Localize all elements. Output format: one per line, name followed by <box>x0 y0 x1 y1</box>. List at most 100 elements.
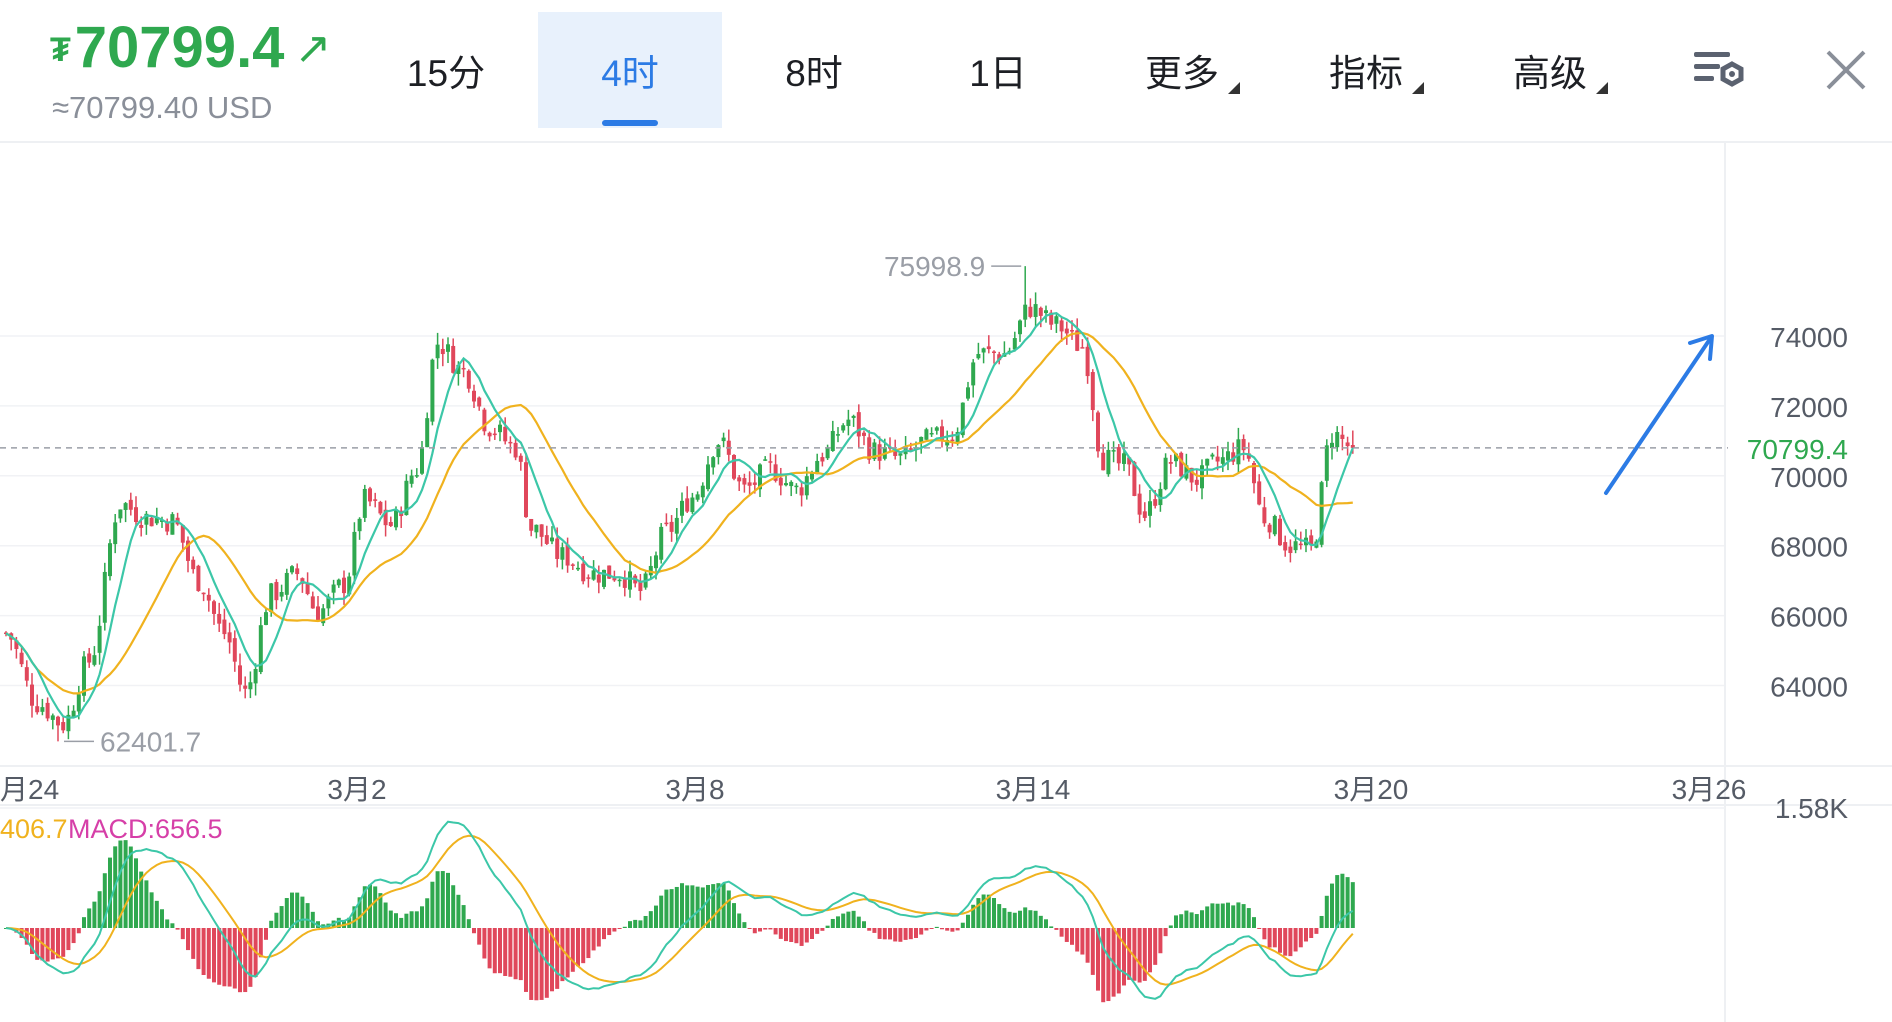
candle-body <box>269 583 274 613</box>
candle-body <box>1168 462 1173 464</box>
macd-histogram-bar <box>986 894 991 928</box>
macd-histogram-bar <box>924 928 929 931</box>
candle-body <box>1210 454 1215 457</box>
macd-histogram-bar <box>144 880 149 928</box>
macd-histogram-bar <box>102 873 107 928</box>
macd-histogram-bar <box>971 904 976 928</box>
macd-histogram-bar <box>19 928 24 938</box>
macd-histogram-bar <box>222 928 227 987</box>
macd-histogram-bar <box>513 928 518 980</box>
macd-histogram-bar <box>685 885 690 928</box>
macd-histogram-bar <box>191 928 196 959</box>
date-tick-label: 3月8 <box>665 774 724 805</box>
candle-body <box>1226 451 1230 461</box>
candle-body <box>1309 535 1314 545</box>
macd-histogram-bar <box>461 905 466 928</box>
macd-histogram-bar <box>877 928 882 939</box>
candle-body <box>503 426 508 442</box>
candle-body <box>1288 546 1293 554</box>
tab-advanced[interactable]: 高级 <box>1458 12 1642 128</box>
macd-histogram-bar <box>763 928 768 930</box>
candle-body <box>180 525 185 543</box>
macd-histogram-bar <box>919 928 924 935</box>
candle-body <box>35 706 40 713</box>
chart-settings-button[interactable] <box>1688 40 1748 100</box>
candle-body <box>56 716 60 726</box>
candle-body <box>50 715 55 720</box>
macd-histogram-bar <box>420 906 424 928</box>
macd-histogram-bar <box>576 928 580 967</box>
macd-histogram-bar <box>440 871 445 928</box>
macd-histogram-bar <box>690 885 695 928</box>
candle-body <box>1148 501 1152 516</box>
macd-histogram-bar <box>1101 928 1106 1003</box>
macd-histogram-bar <box>472 928 476 934</box>
macd-histogram-bar <box>1018 910 1022 928</box>
candle-body <box>721 437 726 442</box>
macd-histogram-bar <box>139 871 144 928</box>
macd-histogram-bar <box>1304 928 1308 942</box>
macd-histogram-bar <box>1298 928 1303 948</box>
candle-body <box>737 477 742 482</box>
candle-body <box>711 457 716 468</box>
macd-histogram-bar <box>867 928 872 931</box>
close-button[interactable] <box>1816 40 1876 100</box>
macd-histogram-bar <box>581 928 586 964</box>
macd-histogram-bar <box>76 928 81 934</box>
macd-histogram-bar <box>934 926 939 928</box>
candle-body <box>40 707 45 712</box>
candle-body <box>622 579 627 588</box>
candle-body <box>1324 445 1329 481</box>
candle-body <box>498 424 502 433</box>
macd-histogram-bar <box>518 928 523 981</box>
macd-histogram-bar <box>35 928 40 960</box>
macd-histogram-bar <box>524 928 528 992</box>
macd-dea-line <box>5 834 1354 986</box>
candle-body <box>487 432 492 437</box>
macd-histogram-bar <box>154 900 159 928</box>
macd-histogram-bar <box>305 903 310 928</box>
macd-histogram-bar <box>118 840 123 928</box>
tab-4h[interactable]: 4时 <box>538 12 722 128</box>
macd-histogram-bar <box>492 928 497 974</box>
candle-body <box>451 345 456 373</box>
macd-histogram-bar <box>1215 903 1220 928</box>
candle-body <box>238 665 242 685</box>
macd-histogram-bar <box>1200 910 1204 928</box>
macd-histogram-bar <box>1044 919 1048 928</box>
tab-1d[interactable]: 1日 <box>906 12 1090 128</box>
candle-body <box>1085 346 1090 377</box>
tab-15m[interactable]: 15分 <box>354 12 538 128</box>
tab-label: 4时 <box>601 53 659 94</box>
candle-body <box>1059 320 1064 332</box>
candle-body <box>1330 442 1334 449</box>
candle-body <box>971 362 976 386</box>
macd-histogram-bar <box>394 913 398 928</box>
candle-body <box>414 475 419 477</box>
tab-8h[interactable]: 8时 <box>722 12 906 128</box>
candle-body <box>950 439 955 442</box>
macd-histogram-bar <box>664 889 669 928</box>
tab-more[interactable]: 更多 <box>1090 12 1274 128</box>
price-tick-label: 74000 <box>1770 322 1848 353</box>
macd-tick-label: 1.58K <box>1775 793 1848 824</box>
candle-body <box>794 485 799 488</box>
candle-body <box>1080 347 1085 349</box>
candle-body <box>409 475 414 484</box>
candle-body <box>30 684 34 706</box>
price-chart[interactable]: 64000 66000 68000 72000 74000 70000 月24 3月2 3月8 3… <box>0 143 1892 1022</box>
candle-body <box>841 425 846 431</box>
candle-body <box>1064 328 1069 334</box>
candle-body <box>92 655 97 665</box>
macd-histogram-bar <box>352 906 357 928</box>
candle-body <box>472 390 476 402</box>
macd-histogram-bar <box>1293 928 1298 952</box>
macd-histogram-bar <box>1148 928 1152 973</box>
macd-histogram-bar <box>279 906 284 928</box>
candle-body <box>830 430 835 451</box>
candle-body <box>550 537 554 542</box>
candle-body <box>383 509 388 526</box>
macd-histogram-bar <box>742 922 747 928</box>
tab-indicators[interactable]: 指标 <box>1274 12 1458 128</box>
macd-histogram-bar <box>1226 902 1230 928</box>
